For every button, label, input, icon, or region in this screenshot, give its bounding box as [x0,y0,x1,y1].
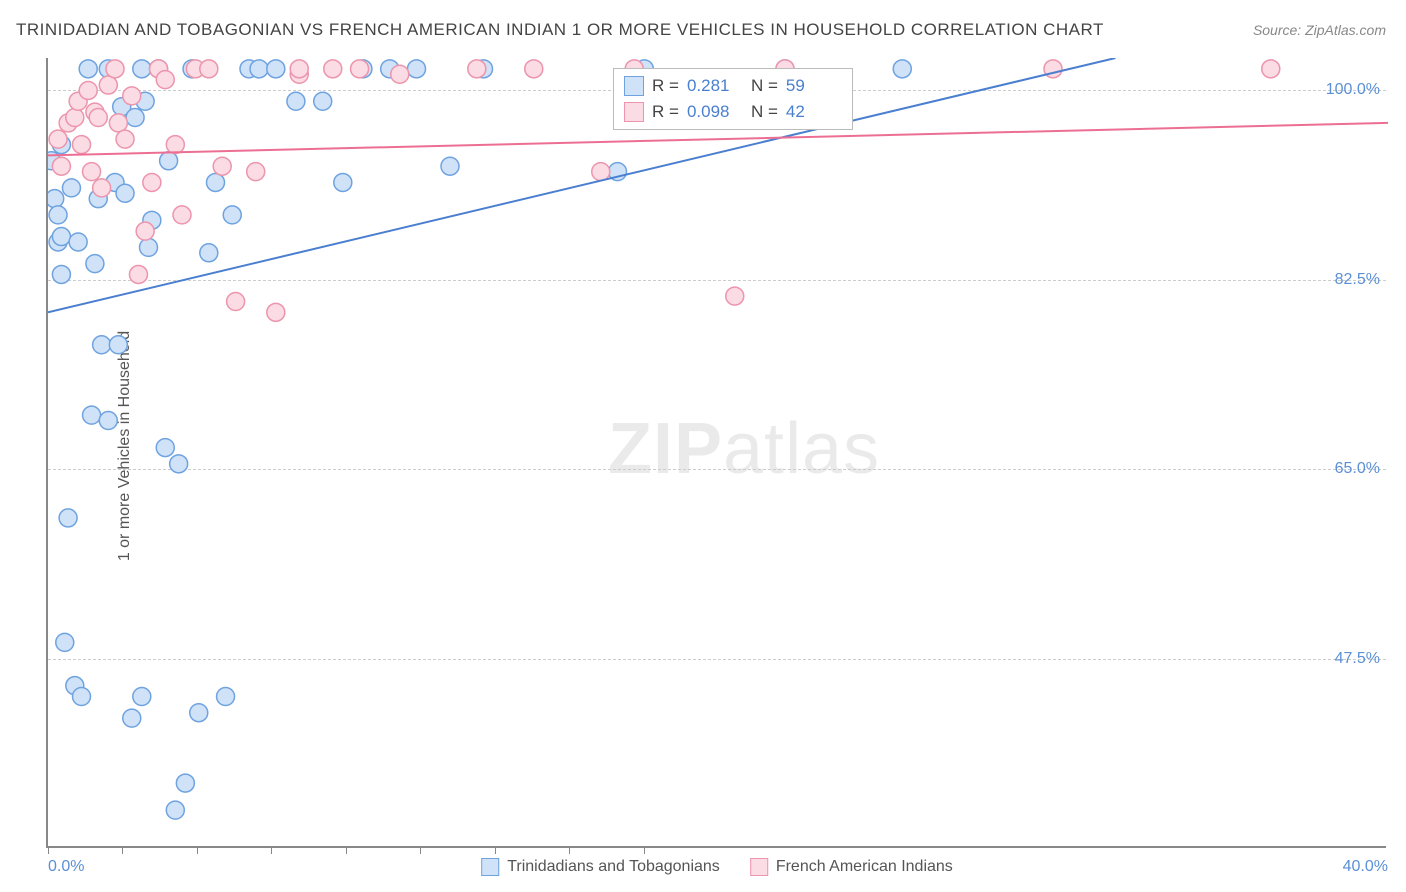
stats-row: R = 0.098 N = 42 [624,99,842,125]
data-point [93,336,111,354]
data-point [223,206,241,224]
data-point [83,163,101,181]
data-point [176,774,194,792]
data-point [287,92,305,110]
data-point [200,244,218,262]
bottom-legend: Trinidadians and Tobagonians French Ameri… [481,858,953,876]
data-point [525,60,543,78]
svg-layer [48,58,1388,848]
data-point [79,81,97,99]
data-point [267,60,285,78]
data-point [334,173,352,191]
legend-label: French American Indians [776,858,953,876]
data-point [166,801,184,819]
data-point [143,173,161,191]
data-point [1262,60,1280,78]
data-point [592,163,610,181]
data-point [129,265,147,283]
legend-swatch [481,858,499,876]
data-point [123,87,141,105]
x-tick-label: 40.0% [1343,858,1388,876]
r-value: 0.098 [687,102,743,122]
data-point [250,60,268,78]
data-point [73,687,91,705]
data-point [893,60,911,78]
data-point [89,109,107,127]
legend-label: Trinidadians and Tobagonians [507,858,720,876]
data-point [93,179,111,197]
stat-label: R = [652,102,679,122]
data-point [170,455,188,473]
legend-item: French American Indians [750,858,953,876]
data-point [123,709,141,727]
data-point [86,255,104,273]
data-point [160,152,178,170]
stat-label: R = [652,76,679,96]
data-point [217,687,235,705]
data-point [83,406,101,424]
data-point [79,60,97,78]
data-point [52,265,70,283]
data-point [109,114,127,132]
data-point [468,60,486,78]
data-point [66,109,84,127]
source-attribution: Source: ZipAtlas.com [1253,22,1386,38]
data-point [408,60,426,78]
data-point [166,136,184,154]
n-value: 59 [786,76,842,96]
scatter-plot-area: ZIPatlas 47.5%65.0%82.5%100.0%0.0%40.0%R… [46,58,1386,848]
x-tick-label: 0.0% [48,858,84,876]
data-point [267,303,285,321]
data-point [126,109,144,127]
data-point [106,60,124,78]
legend-swatch [750,858,768,876]
data-point [62,179,80,197]
data-point [314,92,332,110]
chart-title: TRINIDADIAN AND TOBAGONIAN VS FRENCH AME… [16,20,1104,40]
data-point [133,687,151,705]
data-point [69,233,87,251]
data-point [49,206,67,224]
legend-swatch [624,102,644,122]
data-point [207,173,225,191]
r-value: 0.281 [687,76,743,96]
correlation-stats-box: R = 0.281 N = 59 R = 0.098 N = 42 [613,68,853,130]
data-point [133,60,151,78]
data-point [247,163,265,181]
data-point [73,136,91,154]
data-point [200,60,218,78]
data-point [290,60,308,78]
data-point [190,704,208,722]
data-point [324,60,342,78]
data-point [173,206,191,224]
data-point [99,412,117,430]
data-point [59,509,77,527]
legend-item: Trinidadians and Tobagonians [481,858,720,876]
data-point [227,292,245,310]
data-point [56,633,74,651]
data-point [136,222,154,240]
n-value: 42 [786,102,842,122]
stat-label: N = [751,102,778,122]
data-point [351,60,369,78]
data-point [109,336,127,354]
data-point [391,65,409,83]
data-point [441,157,459,175]
data-point [52,157,70,175]
data-point [116,184,134,202]
legend-swatch [624,76,644,96]
data-point [140,238,158,256]
data-point [48,190,64,208]
data-point [156,439,174,457]
data-point [116,130,134,148]
data-point [52,228,70,246]
data-point [726,287,744,305]
data-point [49,130,67,148]
stat-label: N = [751,76,778,96]
data-point [156,71,174,89]
stats-row: R = 0.281 N = 59 [624,73,842,99]
data-point [213,157,231,175]
data-point [99,76,117,94]
